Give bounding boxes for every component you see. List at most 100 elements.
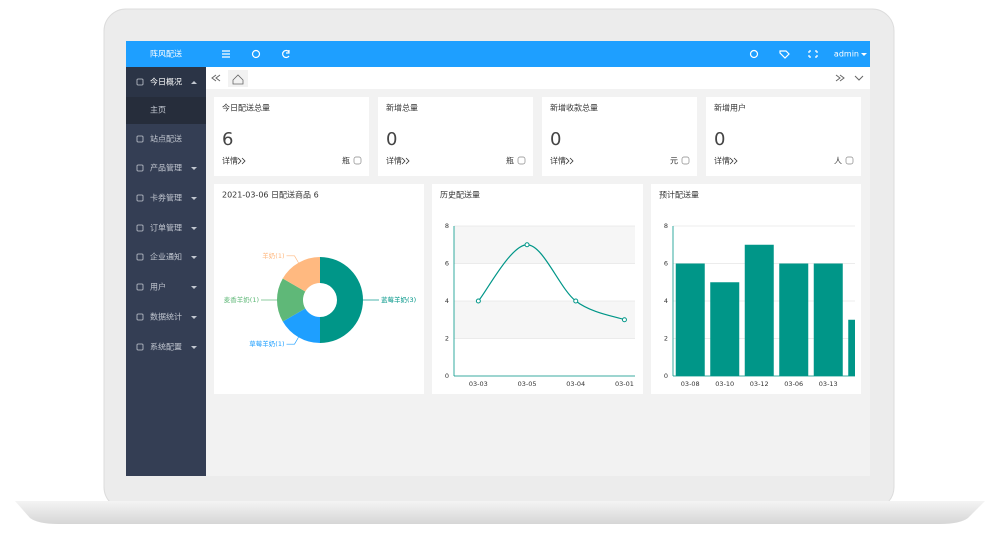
menu-caret xyxy=(191,316,197,319)
unit-icon xyxy=(681,156,690,165)
laptop-base xyxy=(15,501,985,524)
chart-title: 预计配送量 xyxy=(659,190,699,200)
bar xyxy=(779,263,809,376)
menu-caret xyxy=(191,197,197,200)
x-tick-label: 03-13 xyxy=(819,380,838,388)
pie-label: 蓝莓羊奶(3) xyxy=(381,295,416,304)
y-tick-label: 2 xyxy=(664,335,668,343)
tab-right[interactable] xyxy=(835,74,845,82)
menu-item[interactable]: 数据统计 xyxy=(150,312,182,322)
x-tick-label: 03-06 xyxy=(784,380,803,388)
card-unit: 人 xyxy=(834,157,842,166)
bar xyxy=(744,244,774,376)
header-icons xyxy=(222,49,818,59)
home-tab[interactable] xyxy=(228,70,248,87)
x-tick-label: 03-08 xyxy=(681,380,700,388)
pie-label: 草莓羊奶(1) xyxy=(249,339,284,348)
menu-item[interactable]: 卡券管理 xyxy=(150,193,182,203)
menu-caret xyxy=(191,256,197,259)
menu-icon xyxy=(136,253,144,261)
unit-icon xyxy=(353,156,362,165)
menu-item[interactable]: 订单管理 xyxy=(150,223,182,233)
tag-icon[interactable] xyxy=(779,50,790,59)
pie-slice xyxy=(282,308,320,343)
logo: 阵风配送 xyxy=(150,49,182,59)
pie-group: 蓝莓羊奶(3) 草莓羊奶(1) 麦香羊奶(1) 羊奶(1) xyxy=(224,251,416,348)
tab-left[interactable] xyxy=(211,74,221,82)
card-link[interactable]: 详情 xyxy=(222,156,238,166)
menu-caret xyxy=(191,346,197,349)
link-arrow xyxy=(401,157,410,165)
card-unit: 瓶 xyxy=(342,156,350,166)
card-link[interactable]: 详情 xyxy=(550,156,566,166)
menu-item[interactable]: 今日概况 xyxy=(150,77,182,87)
line xyxy=(477,244,625,321)
user-name[interactable]: admin xyxy=(834,50,859,59)
bar xyxy=(813,263,843,376)
grid-band xyxy=(454,301,635,339)
user-caret xyxy=(861,53,867,56)
menu-item[interactable]: 主页 xyxy=(150,105,166,115)
link-arrow xyxy=(729,157,738,165)
stat-card xyxy=(542,97,697,176)
menu-item[interactable]: 系统配置 xyxy=(150,342,182,352)
theme-icon[interactable] xyxy=(749,49,759,59)
leader-line xyxy=(286,337,299,345)
pie-slice xyxy=(276,278,306,322)
card-value: 6 xyxy=(222,129,233,150)
pie-slice xyxy=(320,257,363,343)
chart-title: 历史配送量 xyxy=(440,190,480,200)
menu-item[interactable]: 企业通知 xyxy=(150,252,182,262)
y-tick-label: 0 xyxy=(445,372,449,380)
point xyxy=(475,298,481,304)
stat-card xyxy=(706,97,861,176)
sidebar xyxy=(126,67,206,476)
y-tick-label: 8 xyxy=(445,222,449,230)
y-tick-label: 6 xyxy=(664,260,668,268)
refresh-icon[interactable] xyxy=(282,49,290,59)
x-tick-label: 03-05 xyxy=(518,380,537,388)
pie-label: 羊奶(1) xyxy=(262,251,284,260)
fullscreen-icon[interactable] xyxy=(808,50,818,58)
menu-caret xyxy=(191,286,197,289)
y-tick-label: 2 xyxy=(445,335,449,343)
menu-item[interactable]: 用户 xyxy=(150,282,166,292)
bar xyxy=(710,282,740,376)
stat-card xyxy=(378,97,533,176)
card-link[interactable]: 详情 xyxy=(714,156,730,166)
chart-card xyxy=(214,184,424,394)
menu-caret xyxy=(191,167,197,170)
globe-icon[interactable] xyxy=(251,49,261,59)
card-link[interactable]: 详情 xyxy=(386,156,402,166)
menu-icon xyxy=(136,283,144,291)
x-tick-label: 03-10 xyxy=(715,380,734,388)
tabs-bar xyxy=(206,67,870,89)
card-title: 新增总量 xyxy=(386,103,418,113)
link-arrow xyxy=(237,157,246,165)
card-unit: 元 xyxy=(670,157,678,166)
chart-card xyxy=(432,184,643,394)
point xyxy=(524,242,530,248)
unit-icon xyxy=(845,156,854,165)
leader-line xyxy=(286,255,299,263)
y-tick-label: 6 xyxy=(445,260,449,268)
x-tick-label: 03-01 xyxy=(615,380,634,388)
menu-icon xyxy=(136,164,144,172)
card-title: 今日配送总量 xyxy=(222,103,270,113)
menu-caret xyxy=(191,81,197,84)
pie-slice xyxy=(282,257,320,292)
y-tick-label: 8 xyxy=(664,222,668,230)
x-tick-label: 03-12 xyxy=(750,380,769,388)
menu-item[interactable]: 产品管理 xyxy=(150,163,182,173)
tab-menu[interactable] xyxy=(854,75,864,81)
menu-toggle[interactable] xyxy=(222,50,230,58)
card-title: 新增收款总量 xyxy=(550,103,598,113)
bar xyxy=(675,263,705,376)
card-value: 0 xyxy=(386,129,397,150)
y-tick-label: 4 xyxy=(664,297,668,305)
y-tick-label: 4 xyxy=(445,297,449,305)
chart-title: 2021-03-06 日配送商品 6 xyxy=(222,190,319,200)
card-value: 0 xyxy=(550,129,561,150)
menu-item[interactable]: 站点配送 xyxy=(150,134,182,144)
